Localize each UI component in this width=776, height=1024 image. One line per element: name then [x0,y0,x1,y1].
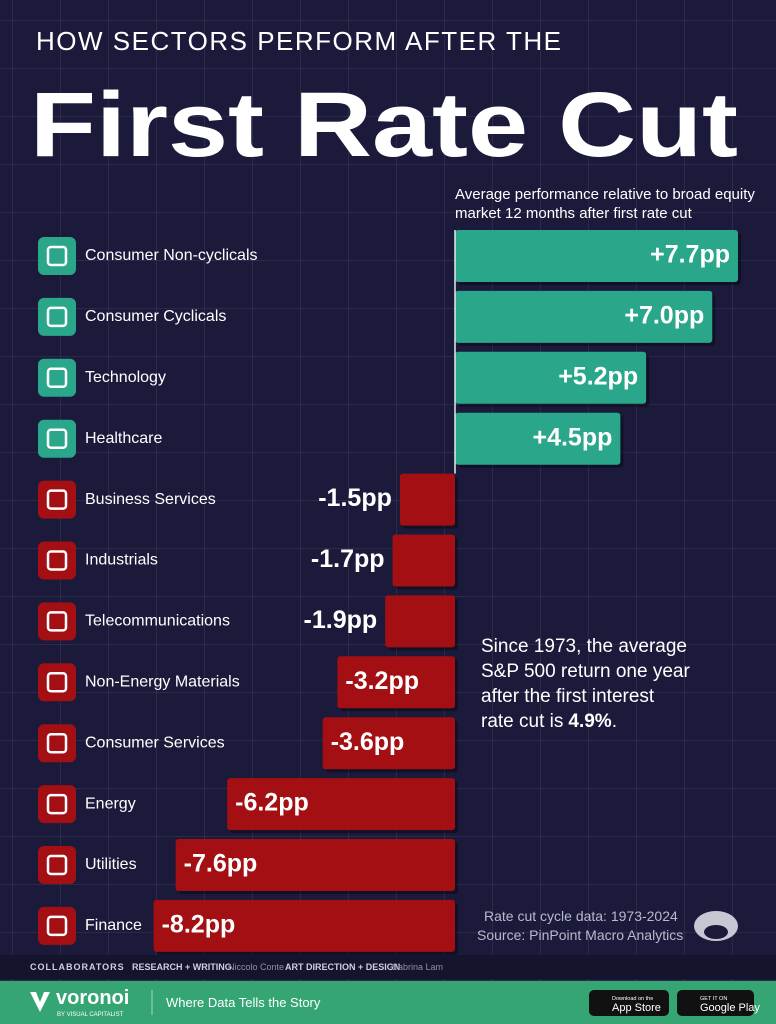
kicker: HOW SECTORS PERFORM AFTER THE [36,26,562,56]
badge-text: Google Play [700,1002,760,1014]
icon [38,541,76,580]
value-label: -6.2pp [235,789,309,817]
value-label: -1.5pp [318,484,392,512]
icon [38,602,76,641]
icon [38,237,76,275]
value-label: +4.5pp [532,423,612,451]
subtitle: Average performance relative to broad eq… [455,186,755,203]
collab-label: COLLABORATORS [30,962,125,972]
value-label: -8.2pp [162,911,236,939]
badge-top: GET IT ON [700,996,727,1002]
bar [455,290,713,343]
icon [38,724,76,763]
bar [153,899,455,952]
value-label: -1.9pp [304,606,378,634]
value-label: +5.2pp [558,362,638,390]
bar [455,230,738,282]
icon [38,358,76,397]
category-label: Consumer Non-cyclicals [85,247,258,264]
icon-glyph [46,915,68,937]
annotation-line: Since 1973, the average [481,636,687,657]
brand: voronoi [56,987,129,1009]
annotation: Since 1973, the average S&P 500 return o… [481,636,690,732]
icon [38,785,76,824]
annotation-highlight: 4.9% [568,711,611,732]
category-label: Consumer Cyclicals [85,308,226,325]
value-label: +7.0pp [624,302,704,330]
brand-mark [30,992,50,1012]
source: Source: PinPoint Macro Analytics [477,927,683,943]
icon [38,297,76,336]
source: Rate cut cycle data: 1973-2024 [484,908,678,924]
icon-glyph [46,245,68,267]
value-label: -7.6pp [184,850,258,878]
category-label: Energy [85,795,136,812]
collaborators-bar [0,955,776,979]
icon-glyph [46,489,68,510]
bar [175,839,455,891]
annotation-line: rate cut is 4.9%. [481,711,617,732]
icon-glyph [46,732,68,754]
icon [38,663,76,702]
icon [38,419,76,458]
google-play-badge[interactable] [677,990,754,1016]
value-label: -3.6pp [331,728,405,756]
category-label: Utilities [85,856,137,873]
value-label: -3.2pp [345,667,419,695]
category-label: Non-Energy Materials [85,674,240,691]
icon-glyph [46,428,68,449]
name: Niccolo Conte [228,962,284,972]
icon-glyph [46,854,68,876]
badge-text: App Store [612,1002,661,1014]
annotation-line: after the first interest [481,686,655,707]
icon-glyph [46,672,68,693]
category-label: Technology [85,369,166,386]
chart-title: First Rate Cut [30,74,738,176]
icon-glyph [46,611,68,632]
name: Sabrina Lam [392,962,443,972]
icon [38,906,76,945]
category-label: Business Services [85,491,216,508]
bar [337,656,455,709]
subtitle: market 12 months after first rate cut [455,205,693,222]
category-label: Healthcare [85,430,162,447]
logo [694,911,738,941]
category-label: Telecommunications [85,613,230,630]
icon [38,480,76,519]
value-label: +7.7pp [650,241,730,269]
bar [227,778,455,831]
collaborators: COLLABORATORS RESEARCH + WRITING Niccolo… [30,962,443,972]
icon-glyph [46,550,68,571]
bar [322,717,455,770]
role: RESEARCH + WRITING [132,962,232,972]
role: ART DIRECTION + DESIGN [285,962,400,972]
tagline: Where Data Tells the Story [166,995,321,1010]
annotation-text: rate cut is [481,711,563,732]
value-label: -1.7pp [311,545,385,573]
icon-glyph [46,306,68,328]
app-store-badge[interactable] [589,990,669,1016]
icon-glyph [46,793,68,815]
bar [455,351,647,404]
category-label: Industrials [85,552,158,569]
icon-glyph [46,367,68,389]
category-label: Finance [85,917,142,934]
bar [455,412,621,465]
brand-sub: BY VISUAL CAPITALIST [57,1012,124,1018]
icon [38,846,76,884]
bar [385,595,455,648]
annotation-line: S&P 500 return one year [481,661,690,682]
badge-top: Download on the [612,996,653,1002]
category-label: Consumer Services [85,734,225,751]
bar [399,473,455,526]
annotation-end: . [612,711,617,732]
bar [392,534,455,587]
